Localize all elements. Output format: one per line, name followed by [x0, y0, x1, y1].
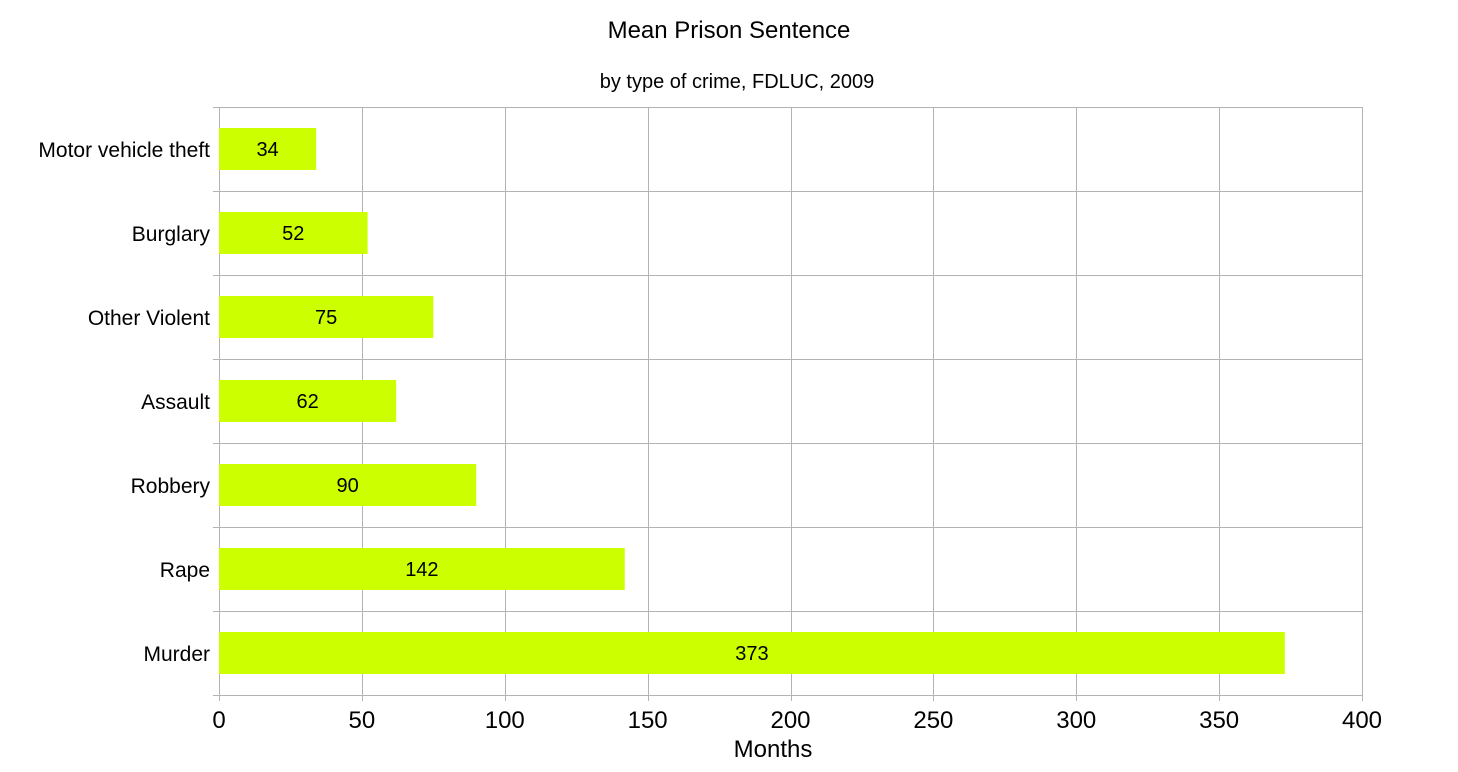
data-label: 75 — [315, 307, 337, 329]
category-label: Murder — [143, 643, 210, 666]
category-label: Motor vehicle theft — [38, 139, 210, 162]
x-tick-label: 350 — [1199, 707, 1239, 734]
bar — [219, 548, 625, 590]
bar — [219, 212, 368, 254]
data-label: 373 — [735, 643, 768, 665]
bar — [219, 296, 434, 338]
data-label: 142 — [405, 559, 438, 581]
category-label: Rape — [160, 559, 210, 582]
data-label: 34 — [256, 139, 278, 161]
x-tick-label: 0 — [212, 707, 225, 734]
category-labels: Motor vehicle theft Burglary Other Violent… — [38, 139, 210, 666]
data-label: 90 — [336, 475, 358, 497]
gridlines — [213, 107, 1363, 701]
bars: 34 52 75 62 90 142 373 — [219, 128, 1285, 674]
x-tick-label: 50 — [349, 707, 376, 734]
x-axis-ticks: 0 50 100 150 200 250 300 350 400 — [212, 707, 1382, 734]
bar — [219, 464, 477, 506]
x-tick-label: 200 — [770, 707, 810, 734]
bar — [219, 128, 317, 170]
chart-subtitle: by type of crime, FDLUC, 2009 — [600, 71, 875, 93]
category-label: Robbery — [131, 475, 211, 498]
data-label: 52 — [282, 223, 304, 245]
category-label: Burglary — [132, 223, 211, 246]
data-label: 62 — [296, 391, 318, 413]
bar — [219, 380, 397, 422]
x-tick-label: 400 — [1342, 707, 1382, 734]
chart-title: Mean Prison Sentence — [608, 17, 851, 44]
category-label: Other Violent — [88, 307, 210, 330]
x-tick-label: 100 — [485, 707, 525, 734]
x-tick-label: 150 — [628, 707, 668, 734]
x-tick-label: 300 — [1056, 707, 1096, 734]
x-tick-label: 250 — [913, 707, 953, 734]
bar — [219, 632, 1285, 674]
category-label: Assault — [141, 391, 210, 414]
x-axis-title: Months — [734, 736, 813, 763]
